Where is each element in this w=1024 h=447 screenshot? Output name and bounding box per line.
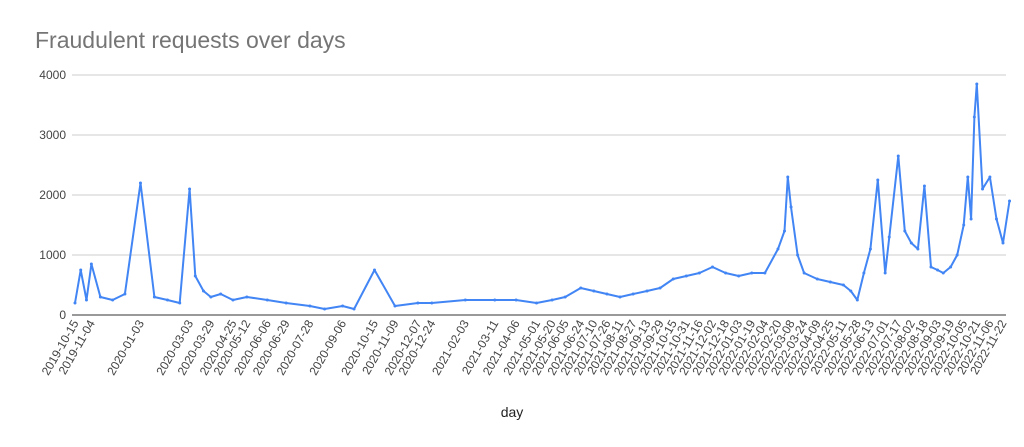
y-tick-label: 0 (59, 308, 66, 322)
data-point (981, 187, 985, 191)
data-point (802, 271, 806, 275)
data-point (750, 271, 754, 275)
data-point (994, 217, 998, 221)
y-tick-label: 3000 (39, 128, 66, 142)
data-point (684, 274, 688, 278)
data-point (828, 280, 832, 284)
data-point (737, 274, 741, 278)
data-point (783, 229, 787, 233)
data-point (876, 178, 880, 182)
data-point (896, 154, 900, 158)
data-point (1001, 241, 1005, 245)
data-point (284, 301, 288, 305)
data-point (73, 301, 77, 305)
data-point (966, 175, 970, 179)
data-point (786, 175, 790, 179)
data-point (941, 271, 945, 275)
data-point (903, 229, 907, 233)
data-point (201, 289, 205, 293)
data-point (949, 265, 953, 269)
data-point (796, 253, 800, 257)
data-point (883, 271, 887, 275)
data-point (789, 205, 793, 209)
data-point (645, 289, 649, 293)
data-point (936, 268, 940, 272)
data-point (841, 283, 845, 287)
data-point (618, 295, 622, 299)
data-point (922, 184, 926, 188)
data-point (308, 304, 312, 308)
data-point (352, 307, 356, 311)
data-point (98, 295, 102, 299)
data-point (710, 265, 714, 269)
data-point (193, 274, 197, 278)
data-point (209, 295, 213, 299)
data-point (988, 175, 992, 179)
data-point (658, 286, 662, 290)
data-point (763, 271, 767, 275)
x-tick-label: 2020-01-03 (104, 317, 147, 377)
data-point (219, 292, 223, 296)
data-point (463, 298, 467, 302)
data-point (84, 298, 88, 302)
data-point (862, 271, 866, 275)
data-point (671, 277, 675, 281)
data-point (245, 295, 249, 299)
data-point (916, 247, 920, 251)
data-point (89, 262, 93, 266)
data-point (855, 298, 859, 302)
data-point (535, 301, 539, 305)
data-point (887, 235, 891, 239)
data-point (975, 82, 979, 86)
data-point (972, 115, 976, 119)
chart-title: Fraudulent requests over days (35, 27, 346, 53)
data-point (697, 271, 701, 275)
data-point (416, 301, 420, 305)
data-point (123, 292, 127, 296)
data-point (776, 247, 780, 251)
data-point (631, 292, 635, 296)
data-point (955, 253, 959, 257)
data-point (493, 298, 497, 302)
data-point (868, 247, 872, 251)
data-point (341, 304, 345, 308)
data-point (188, 187, 192, 191)
y-tick-label: 4000 (39, 68, 66, 82)
data-point (393, 304, 397, 308)
data-point (550, 298, 554, 302)
data-point (929, 265, 933, 269)
data-point (605, 292, 609, 296)
data-point (579, 286, 583, 290)
data-point (178, 301, 182, 305)
data-point (592, 289, 596, 293)
data-point (430, 301, 434, 305)
data-point (724, 271, 728, 275)
data-point (111, 298, 115, 302)
data-point (231, 298, 235, 302)
data-point (373, 268, 377, 272)
data-point (138, 181, 142, 185)
y-tick-label: 2000 (39, 188, 66, 202)
data-point (79, 268, 83, 272)
data-point (962, 223, 966, 227)
data-point (323, 307, 327, 311)
data-point (165, 298, 169, 302)
data-point (969, 217, 973, 221)
x-axis-label: day (500, 404, 524, 420)
data-point (849, 289, 853, 293)
data-point (563, 295, 567, 299)
series-line (74, 83, 1011, 310)
data-point (909, 241, 913, 245)
data-point (1008, 199, 1012, 203)
data-point (152, 295, 156, 299)
y-tick-label: 1000 (39, 248, 66, 262)
data-point (265, 298, 269, 302)
data-point (815, 277, 819, 281)
data-point (514, 298, 518, 302)
